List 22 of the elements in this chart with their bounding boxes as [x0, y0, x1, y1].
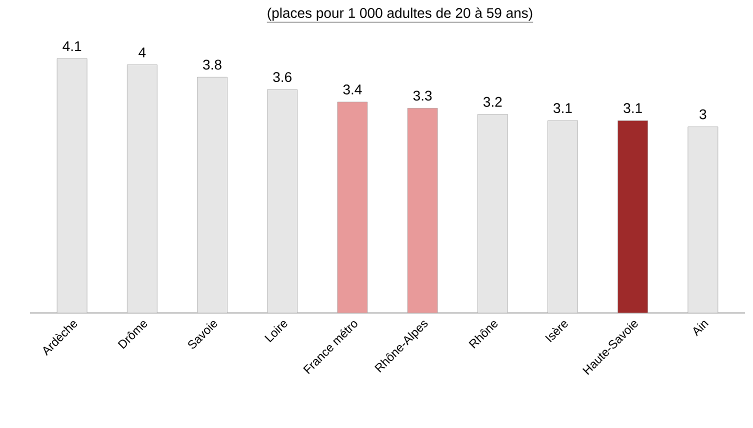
data-label: 3.4: [343, 84, 362, 94]
bar: [407, 108, 438, 314]
bar: [548, 120, 578, 314]
data-label: 3.1: [554, 103, 572, 114]
data-label: 3.1: [624, 103, 642, 114]
data-label: 3.8: [203, 60, 222, 70]
bar: [688, 126, 718, 314]
data-label: 3.6: [273, 72, 292, 82]
data-label: 4.1: [62, 41, 82, 51]
bar: [267, 89, 298, 314]
bar: [477, 114, 508, 314]
data-label: 3: [700, 109, 706, 120]
bar: [56, 58, 88, 314]
bar: [618, 120, 648, 314]
bar: [197, 76, 228, 314]
data-label: 3.2: [483, 96, 502, 107]
data-label: 3.3: [413, 90, 432, 101]
data-label: 4: [138, 48, 146, 58]
chart-title: (places pour 1 000 adultes de 20 à 59 ans): [268, 8, 532, 21]
bar: [126, 64, 158, 314]
x-tick-label: Ain: [693, 320, 709, 336]
bar: [337, 102, 368, 314]
